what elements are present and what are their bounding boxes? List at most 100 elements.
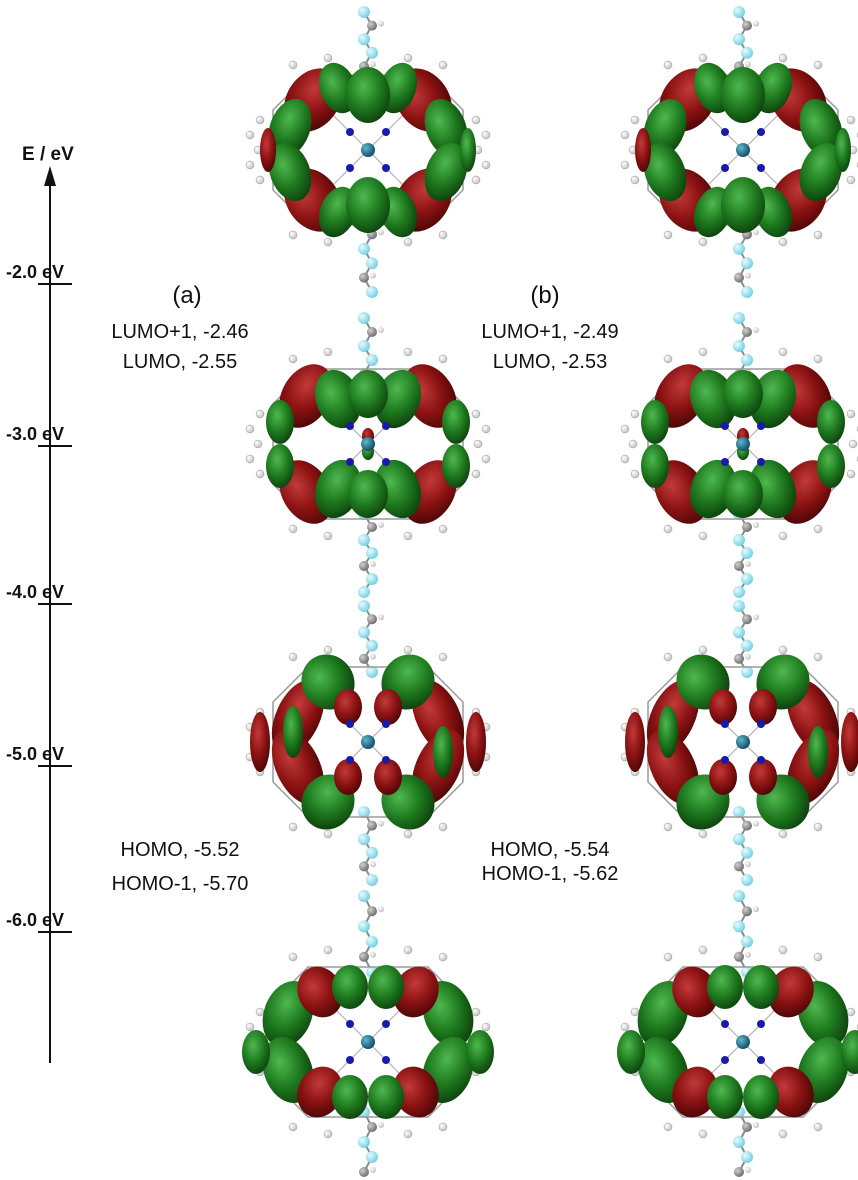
chain-atom	[734, 272, 744, 283]
hydrogen-atom	[370, 561, 376, 567]
axis-tick-label: -4.0 eV	[6, 582, 64, 602]
hydrogen-atom	[403, 53, 413, 63]
hydrogen-atom	[846, 1007, 856, 1017]
metal-atom	[361, 437, 375, 451]
nitrogen-atom	[757, 128, 765, 136]
panel-b-homo-label: HOMO, -5.54	[491, 839, 610, 861]
chain-atom	[359, 861, 369, 872]
hydrogen-atom	[245, 424, 255, 434]
chain-atom	[734, 951, 744, 962]
hydrogen-atom	[663, 1122, 673, 1132]
hydrogen-atom	[813, 952, 823, 962]
chain-atom	[742, 614, 752, 625]
orbital-lobe	[709, 759, 737, 795]
chain-atom	[741, 1151, 753, 1163]
orbital-lobe	[442, 400, 470, 444]
chain-atom	[367, 1122, 377, 1132]
chain-atom	[742, 327, 752, 337]
chain-atom	[734, 653, 744, 664]
orbital-lobe	[707, 965, 743, 1009]
orbital-lobe	[749, 759, 777, 795]
chain-atom	[358, 920, 370, 933]
chain-atom	[741, 547, 753, 559]
panel-a-lumo-label: LUMO, -2.55	[123, 351, 237, 373]
hydrogen-atom	[481, 130, 491, 140]
nitrogen-atom	[757, 458, 765, 466]
panel-b-label: (b)	[530, 282, 559, 309]
panel-b-lumo-label: LUMO, -2.53	[493, 351, 607, 373]
chain-atom	[367, 906, 377, 917]
hydrogen-atom	[378, 229, 384, 236]
chain-atom	[733, 806, 745, 818]
chain-atom	[366, 257, 378, 270]
hydrogen-atom	[378, 820, 384, 827]
nitrogen-atom	[382, 1056, 390, 1064]
orbital-lobe	[723, 470, 763, 518]
chain-atom	[733, 626, 745, 639]
hydrogen-atom	[778, 645, 788, 655]
hydrogen-atom	[253, 439, 263, 449]
chain-atom	[367, 327, 377, 337]
hydrogen-atom	[620, 1022, 630, 1032]
nitrogen-atom	[721, 128, 729, 136]
chain-atom	[733, 1136, 745, 1148]
hydrogen-atom	[481, 424, 491, 434]
hydrogen-atom	[288, 822, 298, 832]
orbital-lobe	[658, 706, 678, 758]
chain-atom	[366, 874, 378, 886]
orbital-lobe	[297, 966, 343, 1018]
hydrogen-atom	[378, 327, 384, 333]
orbital-lobe	[466, 1030, 494, 1074]
axis-arrow-icon	[44, 166, 56, 186]
chain-atom	[366, 354, 378, 366]
hydrogen-atom	[698, 1129, 708, 1139]
hydrogen-atom	[255, 469, 265, 479]
panel-a-labels: (a) LUMO+1, -2.46 LUMO, -2.55 HOMO, -5.5…	[111, 282, 248, 895]
hydrogen-atom	[698, 645, 708, 655]
hydrogen-atom	[481, 1022, 491, 1032]
hydrogen-atom	[245, 454, 255, 464]
hydrogen-atom	[438, 60, 448, 70]
chain-atom	[741, 573, 753, 585]
orbital-lobe	[723, 370, 763, 418]
hydrogen-atom	[630, 409, 640, 419]
hydrogen-atom	[370, 1167, 376, 1173]
nitrogen-atom	[757, 756, 765, 764]
orbital-lobe	[297, 1066, 343, 1118]
orbital-lobe	[393, 966, 439, 1018]
nitrogen-atom	[346, 458, 354, 466]
chain-atom	[366, 1151, 378, 1163]
orbital-lobe	[709, 689, 737, 725]
orbital-lobe	[268, 142, 312, 202]
hydrogen-atom	[745, 951, 751, 958]
chain-atom	[734, 561, 744, 571]
hydrogen-atom	[753, 327, 759, 333]
orbital-lobe	[393, 1066, 439, 1118]
hydrogen-atom	[698, 829, 708, 839]
hydrogen-atom	[403, 531, 413, 541]
hydrogen-atom	[630, 175, 640, 185]
chain-atom	[366, 547, 378, 559]
hydrogen-atom	[438, 1122, 448, 1132]
orbital-b-homo	[620, 600, 858, 886]
orbital-lobe	[672, 1066, 718, 1118]
hydrogen-atom	[323, 53, 333, 63]
orbital-a-homo	[245, 600, 491, 886]
hydrogen-atom	[403, 829, 413, 839]
nitrogen-atom	[721, 458, 729, 466]
hydrogen-atom	[378, 522, 384, 528]
chain-atom	[366, 286, 378, 298]
orbital-lobe	[314, 369, 362, 429]
nitrogen-atom	[721, 1020, 729, 1028]
orbital-lobe	[424, 98, 468, 158]
chain-atom	[366, 573, 378, 585]
chain-atom	[358, 33, 370, 46]
hydrogen-atom	[438, 952, 448, 962]
nitrogen-atom	[757, 1056, 765, 1064]
hydrogen-atom	[753, 20, 759, 27]
chain-atom	[358, 242, 370, 255]
hydrogen-atom	[698, 531, 708, 541]
orbital-lobe	[643, 98, 687, 158]
orbital-lobe	[743, 965, 779, 1009]
hydrogen-atom	[813, 1122, 823, 1132]
